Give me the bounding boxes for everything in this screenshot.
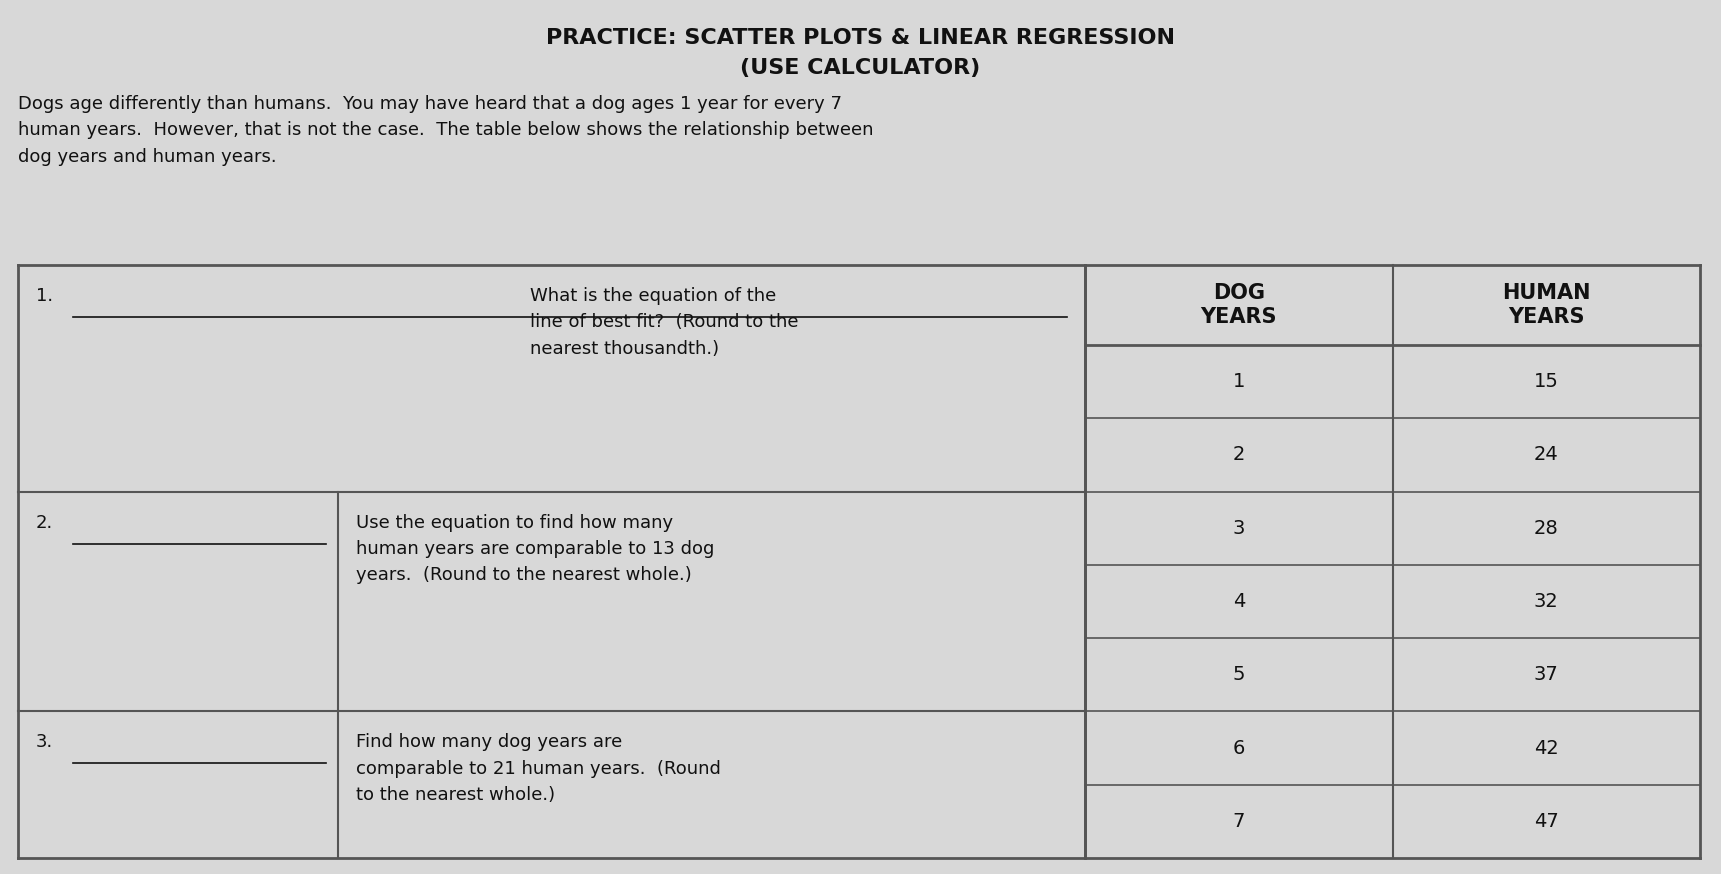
Text: DOG
YEARS: DOG YEARS [1201, 283, 1277, 327]
Text: 37: 37 [1533, 665, 1559, 684]
Text: 32: 32 [1533, 592, 1559, 611]
Text: 3: 3 [1232, 518, 1244, 538]
Text: 7: 7 [1232, 812, 1244, 831]
Text: 1.: 1. [36, 287, 53, 305]
Text: What is the equation of the
line of best fit?  (Round to the
nearest thousandth.: What is the equation of the line of best… [530, 287, 799, 357]
Text: 24: 24 [1533, 446, 1559, 464]
Text: (USE CALCULATOR): (USE CALCULATOR) [740, 58, 981, 78]
Text: Find how many dog years are
comparable to 21 human years.  (Round
to the nearest: Find how many dog years are comparable t… [356, 733, 721, 804]
Text: 2.: 2. [36, 514, 53, 531]
Text: HUMAN
YEARS: HUMAN YEARS [1502, 283, 1590, 327]
Text: 28: 28 [1533, 518, 1559, 538]
Text: 1: 1 [1232, 372, 1244, 392]
Text: 42: 42 [1533, 739, 1559, 758]
Text: 4: 4 [1232, 592, 1244, 611]
Text: Dogs age differently than humans.  You may have heard that a dog ages 1 year for: Dogs age differently than humans. You ma… [17, 95, 874, 166]
Text: PRACTICE: SCATTER PLOTS & LINEAR REGRESSION: PRACTICE: SCATTER PLOTS & LINEAR REGRESS… [546, 28, 1175, 48]
Text: 6: 6 [1232, 739, 1244, 758]
Text: 2: 2 [1232, 446, 1244, 464]
Text: 5: 5 [1232, 665, 1244, 684]
Text: 3.: 3. [36, 733, 53, 752]
Text: 15: 15 [1533, 372, 1559, 392]
Text: Use the equation to find how many
human years are comparable to 13 dog
years.  (: Use the equation to find how many human … [356, 514, 714, 585]
Text: 47: 47 [1533, 812, 1559, 831]
